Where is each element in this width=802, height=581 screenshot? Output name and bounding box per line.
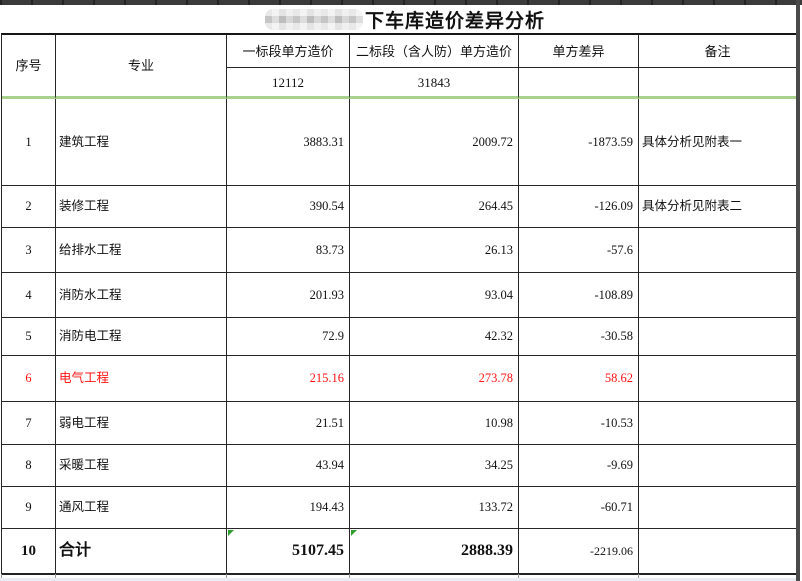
redaction-mosaic	[265, 8, 363, 30]
cell-seq[interactable]: 4	[2, 273, 56, 318]
gridline-stub	[638, 574, 639, 580]
cell-specialty[interactable]: 弱电工程	[56, 402, 227, 445]
cell-note[interactable]: 具体分析见附表一	[639, 99, 797, 186]
cell-cost-a[interactable]: 83.73	[227, 228, 350, 273]
cell-diff[interactable]: -108.89	[519, 273, 639, 318]
cell-cost-b[interactable]: 42.32	[350, 318, 519, 356]
cell-note[interactable]	[639, 228, 797, 273]
cell-specialty[interactable]: 给排水工程	[56, 228, 227, 273]
sheet-title-row: 下车库造价差异分析	[0, 5, 796, 33]
cell-diff[interactable]: -10.53	[519, 402, 639, 445]
cell-diff[interactable]: -60.71	[519, 487, 639, 529]
cell-specialty[interactable]: 采暖工程	[56, 445, 227, 487]
cell-note[interactable]	[639, 445, 797, 487]
cell-diff[interactable]: -57.6	[519, 228, 639, 273]
cell-note[interactable]	[639, 356, 797, 402]
header-section1-cost[interactable]: 一标段单方造价	[227, 35, 350, 68]
cell-cost-a[interactable]: 5107.45	[227, 529, 350, 575]
cell-seq[interactable]: 8	[2, 445, 56, 487]
cell-cost-a[interactable]: 194.43	[227, 487, 350, 529]
gridline-stub	[518, 574, 519, 580]
cell-diff[interactable]: -9.69	[519, 445, 639, 487]
header-remarks[interactable]: 备注	[639, 35, 797, 68]
cell-cost-b[interactable]: 2009.72	[350, 99, 519, 186]
cost-difference-table: 序号 专业 一标段单方造价 二标段（含人防）单方造价 单方差异 备注 12112…	[1, 33, 797, 575]
header-section2-cost[interactable]: 二标段（含人防）单方造价	[350, 35, 519, 68]
page-edge-bar	[796, 0, 800, 581]
cell-specialty[interactable]: 合计	[56, 529, 227, 575]
cell-cost-a[interactable]: 72.9	[227, 318, 350, 356]
cell-cost-a[interactable]: 3883.31	[227, 99, 350, 186]
cropped-row-strip	[0, 0, 802, 5]
cell-cost-b[interactable]: 273.78	[350, 356, 519, 402]
subheader-area-a[interactable]: 12112	[227, 68, 350, 99]
cell-cost-a[interactable]: 43.94	[227, 445, 350, 487]
gridline-stub	[55, 574, 56, 580]
header-specialty[interactable]: 专业	[56, 35, 227, 99]
bottom-edge-tint	[0, 578, 796, 581]
cell-note[interactable]	[639, 529, 797, 575]
header-unit-diff[interactable]: 单方差异	[519, 35, 639, 68]
cell-cost-a[interactable]: 21.51	[227, 402, 350, 445]
cell-cost-b[interactable]: 264.45	[350, 186, 519, 228]
cell-note[interactable]	[639, 318, 797, 356]
cell-specialty[interactable]: 建筑工程	[56, 99, 227, 186]
cell-note[interactable]: 具体分析见附表二	[639, 186, 797, 228]
cell-cost-a[interactable]: 201.93	[227, 273, 350, 318]
cell-cost-b[interactable]: 34.25	[350, 445, 519, 487]
cell-diff[interactable]: -30.58	[519, 318, 639, 356]
sheet-title: 下车库造价差异分析	[365, 10, 546, 32]
cell-seq[interactable]: 1	[2, 99, 56, 186]
gridline-stub	[1, 574, 2, 580]
cell-specialty[interactable]: 装修工程	[56, 186, 227, 228]
gridline-stub	[349, 574, 350, 580]
cell-cost-a[interactable]: 390.54	[227, 186, 350, 228]
cell-seq[interactable]: 9	[2, 487, 56, 529]
cell-seq[interactable]: 6	[2, 356, 56, 402]
cell-diff[interactable]: -126.09	[519, 186, 639, 228]
gridline-stub	[226, 574, 227, 580]
cell-seq[interactable]: 7	[2, 402, 56, 445]
cell-cost-b[interactable]: 2888.39	[350, 529, 519, 575]
cell-seq[interactable]: 2	[2, 186, 56, 228]
cell-cost-a[interactable]: 215.16	[227, 356, 350, 402]
subheader-area-b[interactable]: 31843	[350, 68, 519, 99]
cell-cost-b[interactable]: 93.04	[350, 273, 519, 318]
cell-specialty[interactable]: 消防水工程	[56, 273, 227, 318]
subheader-diff-empty[interactable]	[519, 68, 639, 99]
cell-seq[interactable]: 3	[2, 228, 56, 273]
cell-diff[interactable]: -2219.06	[519, 529, 639, 575]
cell-specialty[interactable]: 电气工程	[56, 356, 227, 402]
cell-cost-b[interactable]: 10.98	[350, 402, 519, 445]
subheader-note-empty[interactable]	[639, 68, 797, 99]
cell-note[interactable]	[639, 487, 797, 529]
cell-seq[interactable]: 5	[2, 318, 56, 356]
cell-note[interactable]	[639, 402, 797, 445]
cell-diff[interactable]: 58.62	[519, 356, 639, 402]
cell-diff[interactable]: -1873.59	[519, 99, 639, 186]
cell-cost-b[interactable]: 133.72	[350, 487, 519, 529]
cell-seq[interactable]: 10	[2, 529, 56, 575]
header-seq[interactable]: 序号	[2, 35, 56, 99]
cell-cost-b[interactable]: 26.13	[350, 228, 519, 273]
cell-note[interactable]	[639, 273, 797, 318]
cell-specialty[interactable]: 消防电工程	[56, 318, 227, 356]
cell-specialty[interactable]: 通风工程	[56, 487, 227, 529]
